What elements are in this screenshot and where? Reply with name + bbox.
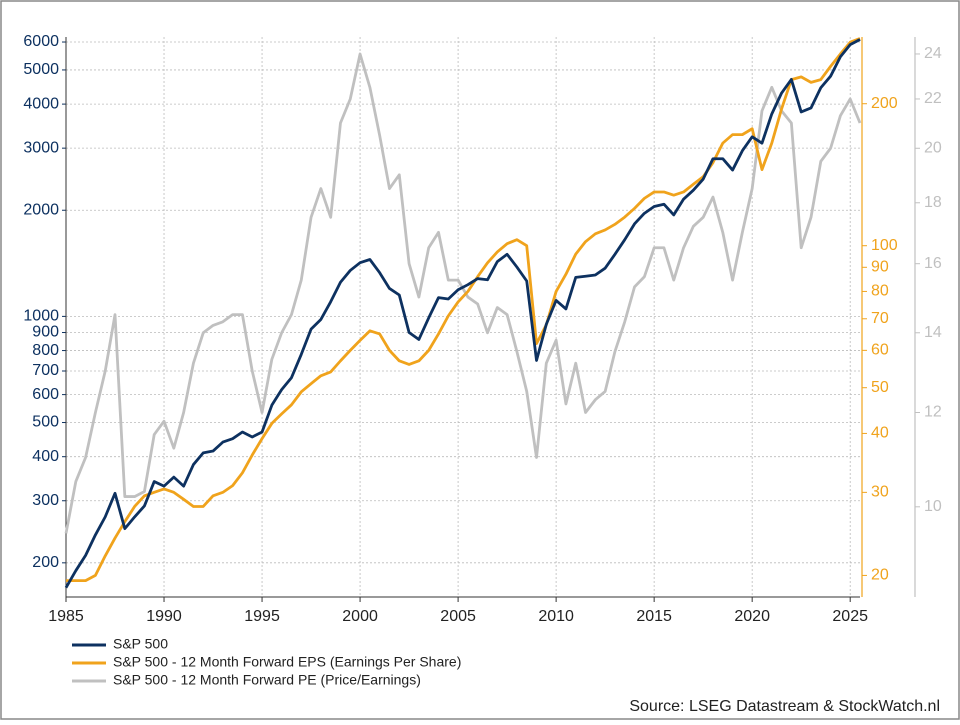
y2-tick-label: 50 <box>871 379 889 396</box>
y2-tick-label: 40 <box>871 425 889 442</box>
y2-tick-label: 70 <box>871 310 889 327</box>
y3-tick-label: 16 <box>924 255 942 272</box>
y-tick-label: 300 <box>32 492 59 509</box>
source: Source: LSEG Datastream & StockWatch.nl <box>629 698 940 715</box>
x-tick-label: 1995 <box>244 608 280 625</box>
legend-label: S&P 500 - 12 Month Forward PE (Price/Ear… <box>113 672 421 688</box>
y3-tick-label: 22 <box>924 90 942 107</box>
y-tick-label: 3000 <box>23 139 59 156</box>
y3-tick-label: 10 <box>924 498 942 515</box>
y-tick-label: 1000 <box>23 308 59 325</box>
y2-tick-label: 90 <box>871 259 889 276</box>
y-tick-label: 500 <box>32 414 59 431</box>
y3-tick-label: 12 <box>924 404 942 421</box>
x-tick-label: 1985 <box>48 608 84 625</box>
y-tick-label: 200 <box>32 554 59 571</box>
y-tick-label: 2000 <box>23 201 59 218</box>
legend-label: S&P 500 <box>113 636 168 652</box>
y2-tick-label: 200 <box>871 95 898 112</box>
y2-tick-label: 100 <box>871 237 898 254</box>
y3-tick-label: 14 <box>924 324 942 341</box>
y2-tick-label: 20 <box>871 567 889 584</box>
y2-tick-label: 80 <box>871 283 889 300</box>
y-tick-label: 600 <box>32 386 59 403</box>
y3-tick-label: 20 <box>924 139 942 156</box>
x-tick-label: 2015 <box>636 608 672 625</box>
y-tick-label: 5000 <box>23 61 59 78</box>
x-tick-label: 2005 <box>440 608 476 625</box>
y-tick-label: 700 <box>32 362 59 379</box>
y2-tick-label: 30 <box>871 484 889 501</box>
y-tick-label: 6000 <box>23 33 59 50</box>
x-tick-label: 2000 <box>342 608 378 625</box>
x-tick-label: 2025 <box>832 608 868 625</box>
y-tick-label: 900 <box>32 324 59 341</box>
y2-tick-label: 60 <box>871 342 889 359</box>
x-tick-label: 1990 <box>146 608 182 625</box>
y3-tick-label: 24 <box>924 45 942 62</box>
y3-tick-label: 18 <box>924 194 942 211</box>
legend-label: S&P 500 - 12 Month Forward EPS (Earnings… <box>113 654 461 670</box>
y-tick-label: 800 <box>32 342 59 359</box>
series-line <box>66 37 861 582</box>
y-tick-label: 4000 <box>23 95 59 112</box>
x-tick-label: 2020 <box>734 608 770 625</box>
y-tick-label: 400 <box>32 448 59 465</box>
x-tick-label: 2010 <box>538 608 574 625</box>
series-line <box>64 38 861 589</box>
